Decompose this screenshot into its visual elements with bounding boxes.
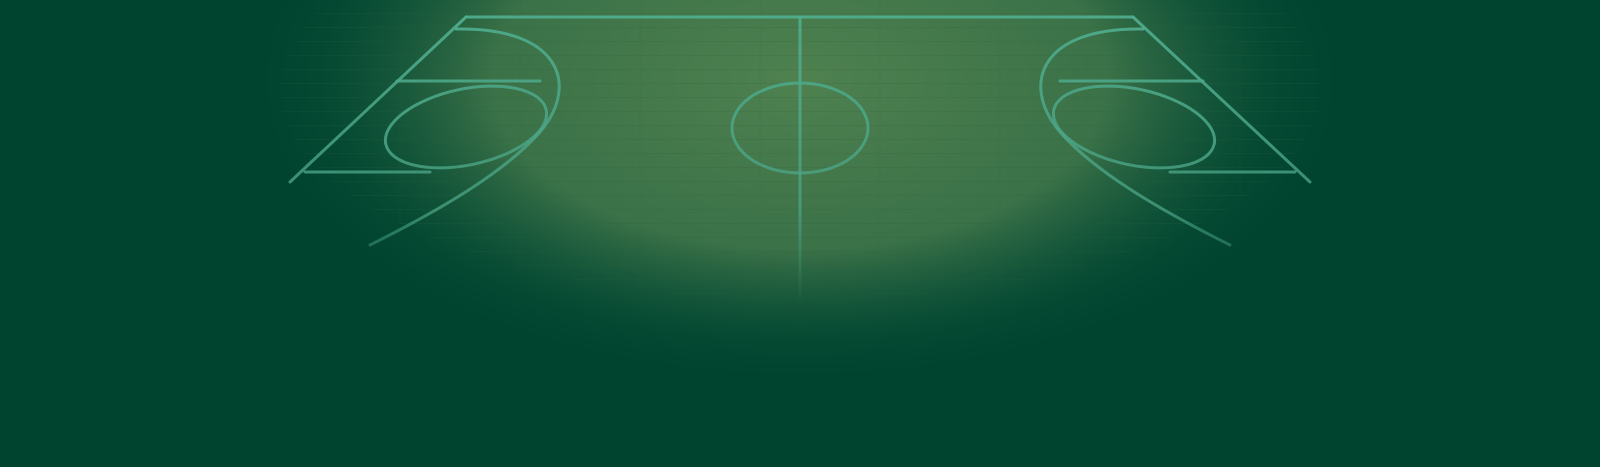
left-sideline (288, 15, 468, 184)
court-lines (288, 15, 1312, 307)
right-sideline (1131, 15, 1312, 184)
center-circle (730, 81, 870, 175)
left-free-throw-circle (383, 84, 549, 170)
right-free-throw-circle (1051, 84, 1217, 170)
